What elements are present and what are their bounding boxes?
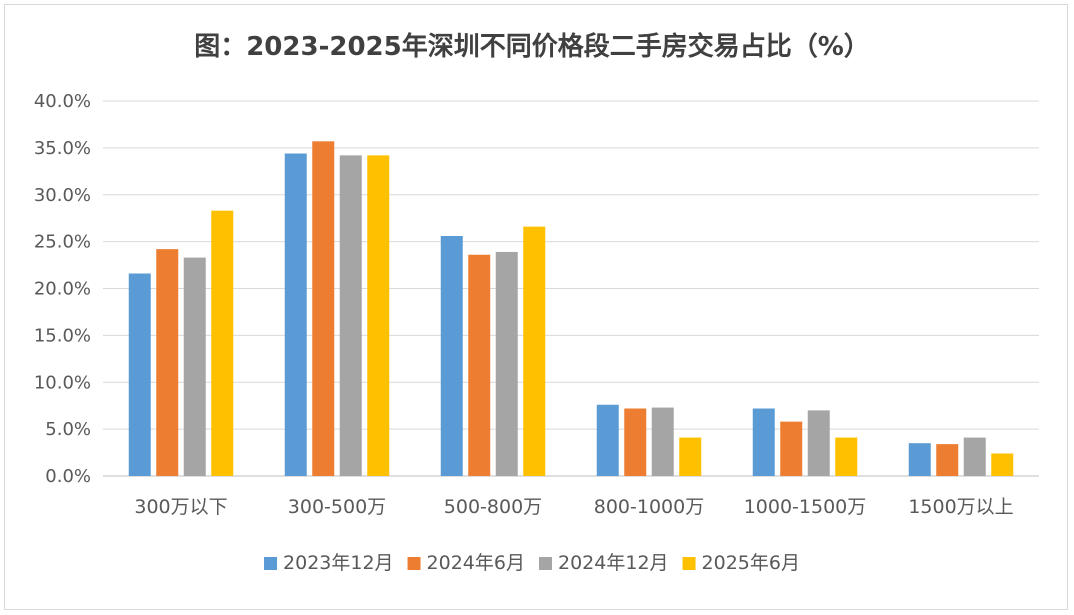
chart-title: 图：2023-2025年深圳不同价格段二手房交易占比（%） (194, 31, 870, 62)
x-tick-label: 1000-1500万 (744, 496, 867, 518)
chart-frame: 图：2023-2025年深圳不同价格段二手房交易占比（%） 0.0% 5.0% 10… (4, 4, 1068, 610)
bar (284, 153, 307, 476)
y-tick-label: 40.0% (34, 91, 91, 112)
gridlines (103, 100, 1039, 477)
bar (128, 273, 151, 476)
bar (367, 155, 390, 476)
x-tick-label: 500-800万 (444, 496, 542, 518)
bar (624, 408, 647, 476)
bar (752, 408, 775, 476)
y-tick-label: 5.0% (45, 419, 91, 440)
bar (495, 251, 518, 476)
legend-label: 2024年6月 (427, 552, 525, 574)
legend-swatch (539, 557, 552, 570)
bar (523, 226, 546, 476)
y-tick-label: 25.0% (34, 232, 91, 253)
y-tick-label: 15.0% (34, 325, 91, 346)
legend-swatch (264, 557, 278, 570)
legend-swatch (407, 557, 421, 570)
bar (807, 410, 830, 476)
x-axis: 300万以下 300-500万 500-800万 800-1000万 1000-1500… (134, 496, 1013, 518)
x-tick-label: 300-500万 (288, 496, 386, 518)
bars (128, 141, 1014, 476)
bar (183, 257, 206, 476)
bar (963, 437, 986, 476)
bar (156, 249, 179, 476)
bar (468, 254, 491, 476)
y-tick-label: 10.0% (34, 372, 91, 393)
x-tick-label: 300万以下 (134, 496, 227, 518)
y-tick-label: 30.0% (34, 185, 91, 206)
legend-swatch (682, 557, 696, 570)
bar (596, 404, 619, 476)
bar (835, 437, 858, 476)
y-tick-label: 35.0% (34, 138, 91, 159)
y-tick-label: 20.0% (34, 279, 91, 300)
bar (312, 141, 335, 476)
bar (651, 407, 674, 476)
legend-label: 2023年12月 (283, 552, 394, 574)
bar (780, 421, 803, 476)
legend-label: 2024年12月 (558, 552, 669, 574)
x-tick-label: 800-1000万 (594, 496, 704, 518)
bar (211, 210, 234, 476)
bar (908, 443, 931, 476)
legend: 2023年12月 2024年6月 2024年12月 2025年6月 (264, 552, 800, 574)
bar (339, 155, 362, 476)
bar (936, 444, 959, 476)
bar (440, 236, 463, 476)
y-tick-label: 0.0% (45, 466, 91, 487)
y-axis: 0.0% 5.0% 10.0% 15.0% 20.0% 25.0% 30.0% 35.0% 40… (34, 91, 91, 487)
x-tick-label: 1500万以上 (908, 496, 1013, 518)
chart: 图：2023-2025年深圳不同价格段二手房交易占比（%） 0.0% 5.0% 10… (34, 31, 1039, 574)
bar (991, 453, 1014, 476)
bar (679, 437, 702, 476)
legend-label: 2025年6月 (702, 552, 800, 574)
